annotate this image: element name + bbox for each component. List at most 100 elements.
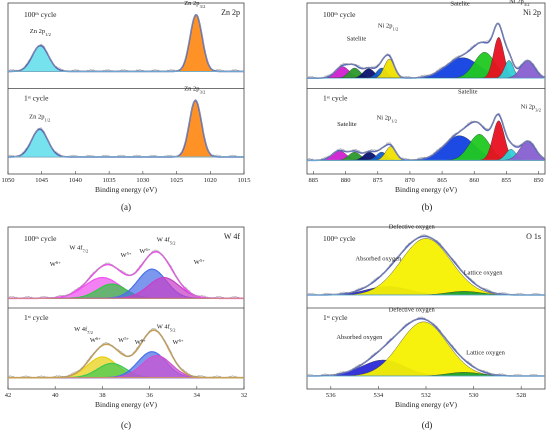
x-tick-label: 534 [374,392,385,399]
cycle-label-100th: 100th cycle [24,234,57,243]
subfigure-label: (a) [121,202,131,212]
peak-label: W 4f5/2 [157,323,176,332]
peak-label: W 4f5/2 [157,236,176,245]
x-tick-label: 1025 [170,177,183,184]
peak-label: W6+ [90,336,101,345]
x-axis-label: Binding energy (eV) [95,400,157,409]
peak-label: Lattice oxygen [464,270,504,277]
x-tick-label: 1015 [238,177,251,184]
peak-label: Defective oxygen [389,306,436,313]
cycle-100th [8,14,245,73]
peak-label: W5+ [194,257,205,266]
x-tick-label: 850 [534,177,544,184]
peak-label: W 4f7/2 [69,245,88,254]
x-tick-label: 1045 [35,177,48,184]
peak-label: Zn 2p1/2 [29,114,50,123]
measured-data [306,316,546,377]
cycle-100th [8,249,245,300]
measured-data [307,22,546,79]
x-tick-label: 1035 [103,177,116,184]
measured-data [7,328,245,379]
cycle-1st [306,112,546,162]
measured-data [306,112,546,161]
cycle-label-1st: 1st cycle [323,94,348,103]
peak-label: W5+ [118,336,129,345]
x-tick-label: 1050 [2,177,15,184]
x-tick-label: 1030 [136,177,149,184]
peak-label: Absorbed oxygen [355,256,402,263]
peak-label: W 4f7/2 [74,326,93,335]
cycle-label-100th: 100th cycle [323,234,356,243]
peak-label: W6+ [172,337,183,346]
panel-zn2p: 100th cycle 1st cycle Zn 2p Zn 2p1/2 Zn 2p3/… [2,0,251,212]
peak-label: Lattice oxygen [466,349,506,356]
peak-label: Satelite [347,36,367,43]
cycle-label-100th: 100th cycle [323,10,356,19]
panel-ni2p: 100th cycle 1st cycle Ni 2p Satelite Ni 2p1/… [306,0,546,212]
cycle-100th [307,22,546,79]
peak-label: Satelite [450,1,470,8]
x-tick-label: 860 [469,177,479,184]
peak-label: Ni 2p3/2 [509,0,529,7]
x-tick-label: 38 [99,392,106,399]
peak-label: Zn 2p3/2 [184,85,205,94]
panel-o1s: 100th cycle 1st cycle O 1s Defective oxygen… [306,224,546,430]
x-tick-label: 865 [437,177,447,184]
x-tick-label: 885 [309,177,319,184]
peak-label: Zn 2p3/2 [184,0,205,8]
subfigure-label: (d) [422,420,433,430]
cycle-1st [7,98,245,158]
cycle-label-1st: 1st cycle [323,313,348,322]
peak-label: Absorbed oxygen [336,334,383,341]
panel-title: W 4f [224,232,240,241]
peak-label: Satelite [458,88,478,95]
x-axis-label: Binding energy (eV) [395,185,457,194]
peak-label: Satelite [337,121,357,128]
x-tick-label: 40 [52,392,59,399]
x-tick-label: 855 [502,177,512,184]
fit-envelope [307,22,546,79]
x-axis-label: Binding energy (eV) [95,185,157,194]
x-tick-label: 36 [146,392,153,399]
cycle-label-100th: 100th cycle [24,10,57,19]
peak-label: Ni 2p1/2 [377,114,397,123]
x-tick-label: 1020 [204,177,217,184]
cycle-100th [307,234,546,296]
x-tick-label: 875 [373,177,383,184]
peak-label: W6+ [139,246,150,255]
peak-label: W5+ [121,250,132,259]
peak-label: W6+ [135,337,146,346]
peak-label: W6+ [50,259,61,268]
component-peak-2 [307,321,545,377]
fit-envelope [307,235,545,296]
panel-w4f: 100th cycle 1st cycle W 4f W 4f7/2 W 4f5/2 W6… [5,226,248,430]
x-tick-label: 1040 [69,177,82,184]
panel-title: Zn 2p [221,8,240,17]
cycle-label-1st: 1st cycle [24,313,49,322]
peak-label: Defective oxygen [389,224,436,231]
subfigure-label: (b) [422,202,433,212]
x-tick-label: 528 [516,392,526,399]
cycle-label-1st: 1st cycle [24,94,49,103]
x-tick-label: 530 [469,392,479,399]
x-tick-label: 34 [194,392,201,399]
x-tick-label: 870 [405,177,415,184]
x-tick-label: 32 [241,392,248,399]
x-tick-label: 536 [326,392,337,399]
measured-data [307,234,546,296]
x-tick-label: 42 [5,392,12,399]
measured-data [8,14,245,73]
peak-label: Zn 2p1/2 [30,28,51,37]
subfigure-label: (c) [121,420,131,430]
peak-label: Ni 2p1/2 [378,23,398,32]
cycle-1st [306,316,546,377]
x-tick-label: 880 [341,177,351,184]
peak-label: Ni 2p3/2 [521,103,541,112]
x-axis-label: Binding energy (eV) [395,400,457,409]
panel-title: O 1s [526,232,541,241]
measured-data [8,249,245,300]
component-peak-2 [307,238,545,296]
panel-title: Ni 2p [523,8,541,17]
cycle-1st [7,328,245,379]
